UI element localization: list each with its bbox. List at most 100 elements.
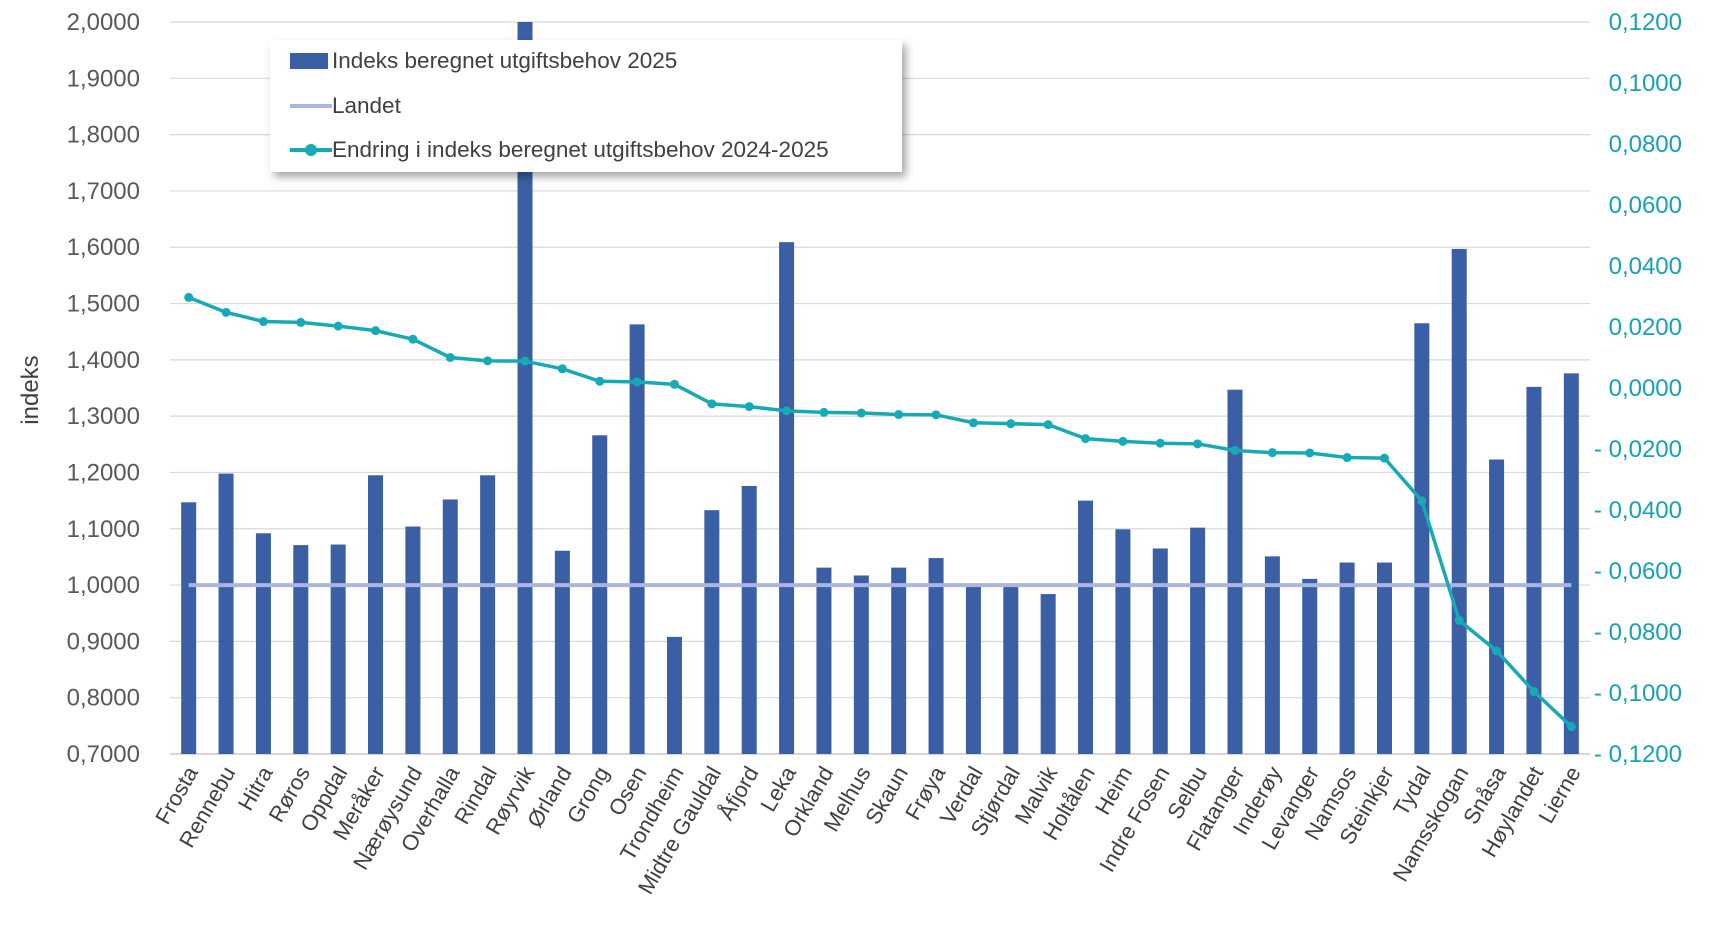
right-tick-label: 0,0800 xyxy=(1609,131,1682,158)
change-point xyxy=(1006,419,1016,429)
bar xyxy=(928,558,944,754)
bar xyxy=(1339,562,1355,754)
right-tick-label: - 0,0600 xyxy=(1594,558,1682,585)
bar xyxy=(704,510,720,754)
left-tick-label: 1,0000 xyxy=(67,572,140,599)
left-tick-label: 1,7000 xyxy=(67,178,140,205)
change-point xyxy=(371,326,381,336)
right-tick-label: 0,1200 xyxy=(1609,9,1682,36)
change-point xyxy=(184,292,194,302)
left-tick-label: 2,0000 xyxy=(67,9,140,36)
change-point xyxy=(669,379,679,389)
change-point xyxy=(1342,453,1352,463)
left-tick-label: 1,5000 xyxy=(67,291,140,318)
left-tick-label: 1,1000 xyxy=(67,516,140,543)
bar-swatch-icon xyxy=(290,45,332,77)
bar xyxy=(1302,578,1318,754)
bar xyxy=(218,473,234,754)
category-labels: FrostaRennebuHitraRørosOppdalMeråkerNærø… xyxy=(150,761,1585,898)
bar xyxy=(779,242,795,754)
change-point xyxy=(856,408,866,418)
change-point xyxy=(744,402,754,412)
bar xyxy=(442,499,458,754)
bar xyxy=(517,22,533,754)
change-point xyxy=(1155,438,1165,448)
bar xyxy=(891,567,907,754)
change-point xyxy=(333,321,343,331)
bar xyxy=(592,435,608,754)
bar xyxy=(368,475,384,754)
bar xyxy=(1040,594,1056,754)
legend-item-landet: Landet xyxy=(290,90,401,122)
change-point xyxy=(1454,615,1464,625)
right-tick-label: - 0,0200 xyxy=(1594,436,1682,463)
left-tick-label: 1,4000 xyxy=(67,347,140,374)
change-point xyxy=(1081,434,1091,444)
change-line xyxy=(188,295,1573,728)
left-tick-label: 1,3000 xyxy=(67,403,140,430)
bar xyxy=(480,475,496,754)
marker-line-swatch-icon xyxy=(290,134,332,166)
right-tick-label: - 0,0800 xyxy=(1594,619,1682,646)
change-point xyxy=(445,353,455,362)
change-point xyxy=(557,364,567,374)
left-tick-label: 1,8000 xyxy=(67,122,140,149)
bar xyxy=(1227,389,1243,754)
change-point xyxy=(707,399,717,409)
change-point xyxy=(1118,436,1128,446)
bar xyxy=(666,636,682,754)
change-point xyxy=(894,410,904,420)
right-tick-label: - 0,1000 xyxy=(1594,680,1682,707)
bar xyxy=(1115,529,1131,754)
bar xyxy=(1376,562,1392,754)
change-point xyxy=(258,317,268,327)
change-point xyxy=(1043,420,1053,430)
change-point xyxy=(1492,646,1502,656)
legend: Indeks beregnet utgiftsbehov 2025 Landet… xyxy=(270,40,902,172)
bar xyxy=(330,544,346,754)
bar xyxy=(1563,373,1579,754)
bar xyxy=(816,567,832,754)
right-axis-ticks: - 0,1200 - 0,1000 - 0,0800 - 0,0600 - 0,0400… xyxy=(1594,9,1682,768)
left-tick-label: 1,9000 xyxy=(67,65,140,92)
change-point xyxy=(1417,496,1427,506)
left-tick-label: 1,2000 xyxy=(67,459,140,486)
bar xyxy=(405,526,421,754)
change-point xyxy=(1379,453,1389,463)
change-point xyxy=(296,317,306,327)
right-tick-label: - 0,1200 xyxy=(1594,741,1682,768)
change-point xyxy=(483,356,493,366)
bar xyxy=(1003,586,1019,754)
legend-label-bars: Indeks beregnet utgiftsbehov 2025 xyxy=(332,48,678,73)
change-point xyxy=(1566,722,1576,732)
left-tick-label: 0,7000 xyxy=(67,741,140,768)
bar xyxy=(1414,323,1430,754)
bar xyxy=(741,485,757,754)
bar xyxy=(181,502,197,754)
right-tick-label: 0,0000 xyxy=(1609,375,1682,402)
bar xyxy=(629,324,645,754)
change-point xyxy=(1529,686,1539,696)
bar xyxy=(1264,556,1280,754)
bar xyxy=(1489,459,1505,754)
legend-label-change: Endring i indeks beregnet utgiftsbehov 2… xyxy=(332,137,829,162)
bar xyxy=(1190,527,1206,754)
legend-item-bars: Indeks beregnet utgiftsbehov 2025 xyxy=(290,45,677,77)
change-point xyxy=(1230,446,1240,456)
legend-label-landet: Landet xyxy=(332,93,401,118)
left-axis-ticks: 0,7000 0,8000 0,9000 1,0000 1,1000 1,2000 1,30… xyxy=(67,9,140,768)
right-tick-label: 0,0200 xyxy=(1609,314,1682,341)
bar xyxy=(1526,386,1542,754)
legend-item-change: Endring i indeks beregnet utgiftsbehov 2… xyxy=(290,134,829,166)
left-tick-label: 1,6000 xyxy=(67,234,140,261)
change-point xyxy=(1267,448,1277,458)
category-label: Åfjord xyxy=(713,762,763,824)
bar xyxy=(293,545,309,754)
change-point xyxy=(931,410,941,420)
change-series xyxy=(184,292,1576,732)
change-point xyxy=(1193,439,1203,449)
bar xyxy=(1152,548,1168,754)
change-point xyxy=(632,377,642,387)
right-tick-label: - 0,0400 xyxy=(1594,497,1682,524)
bar xyxy=(255,533,271,754)
